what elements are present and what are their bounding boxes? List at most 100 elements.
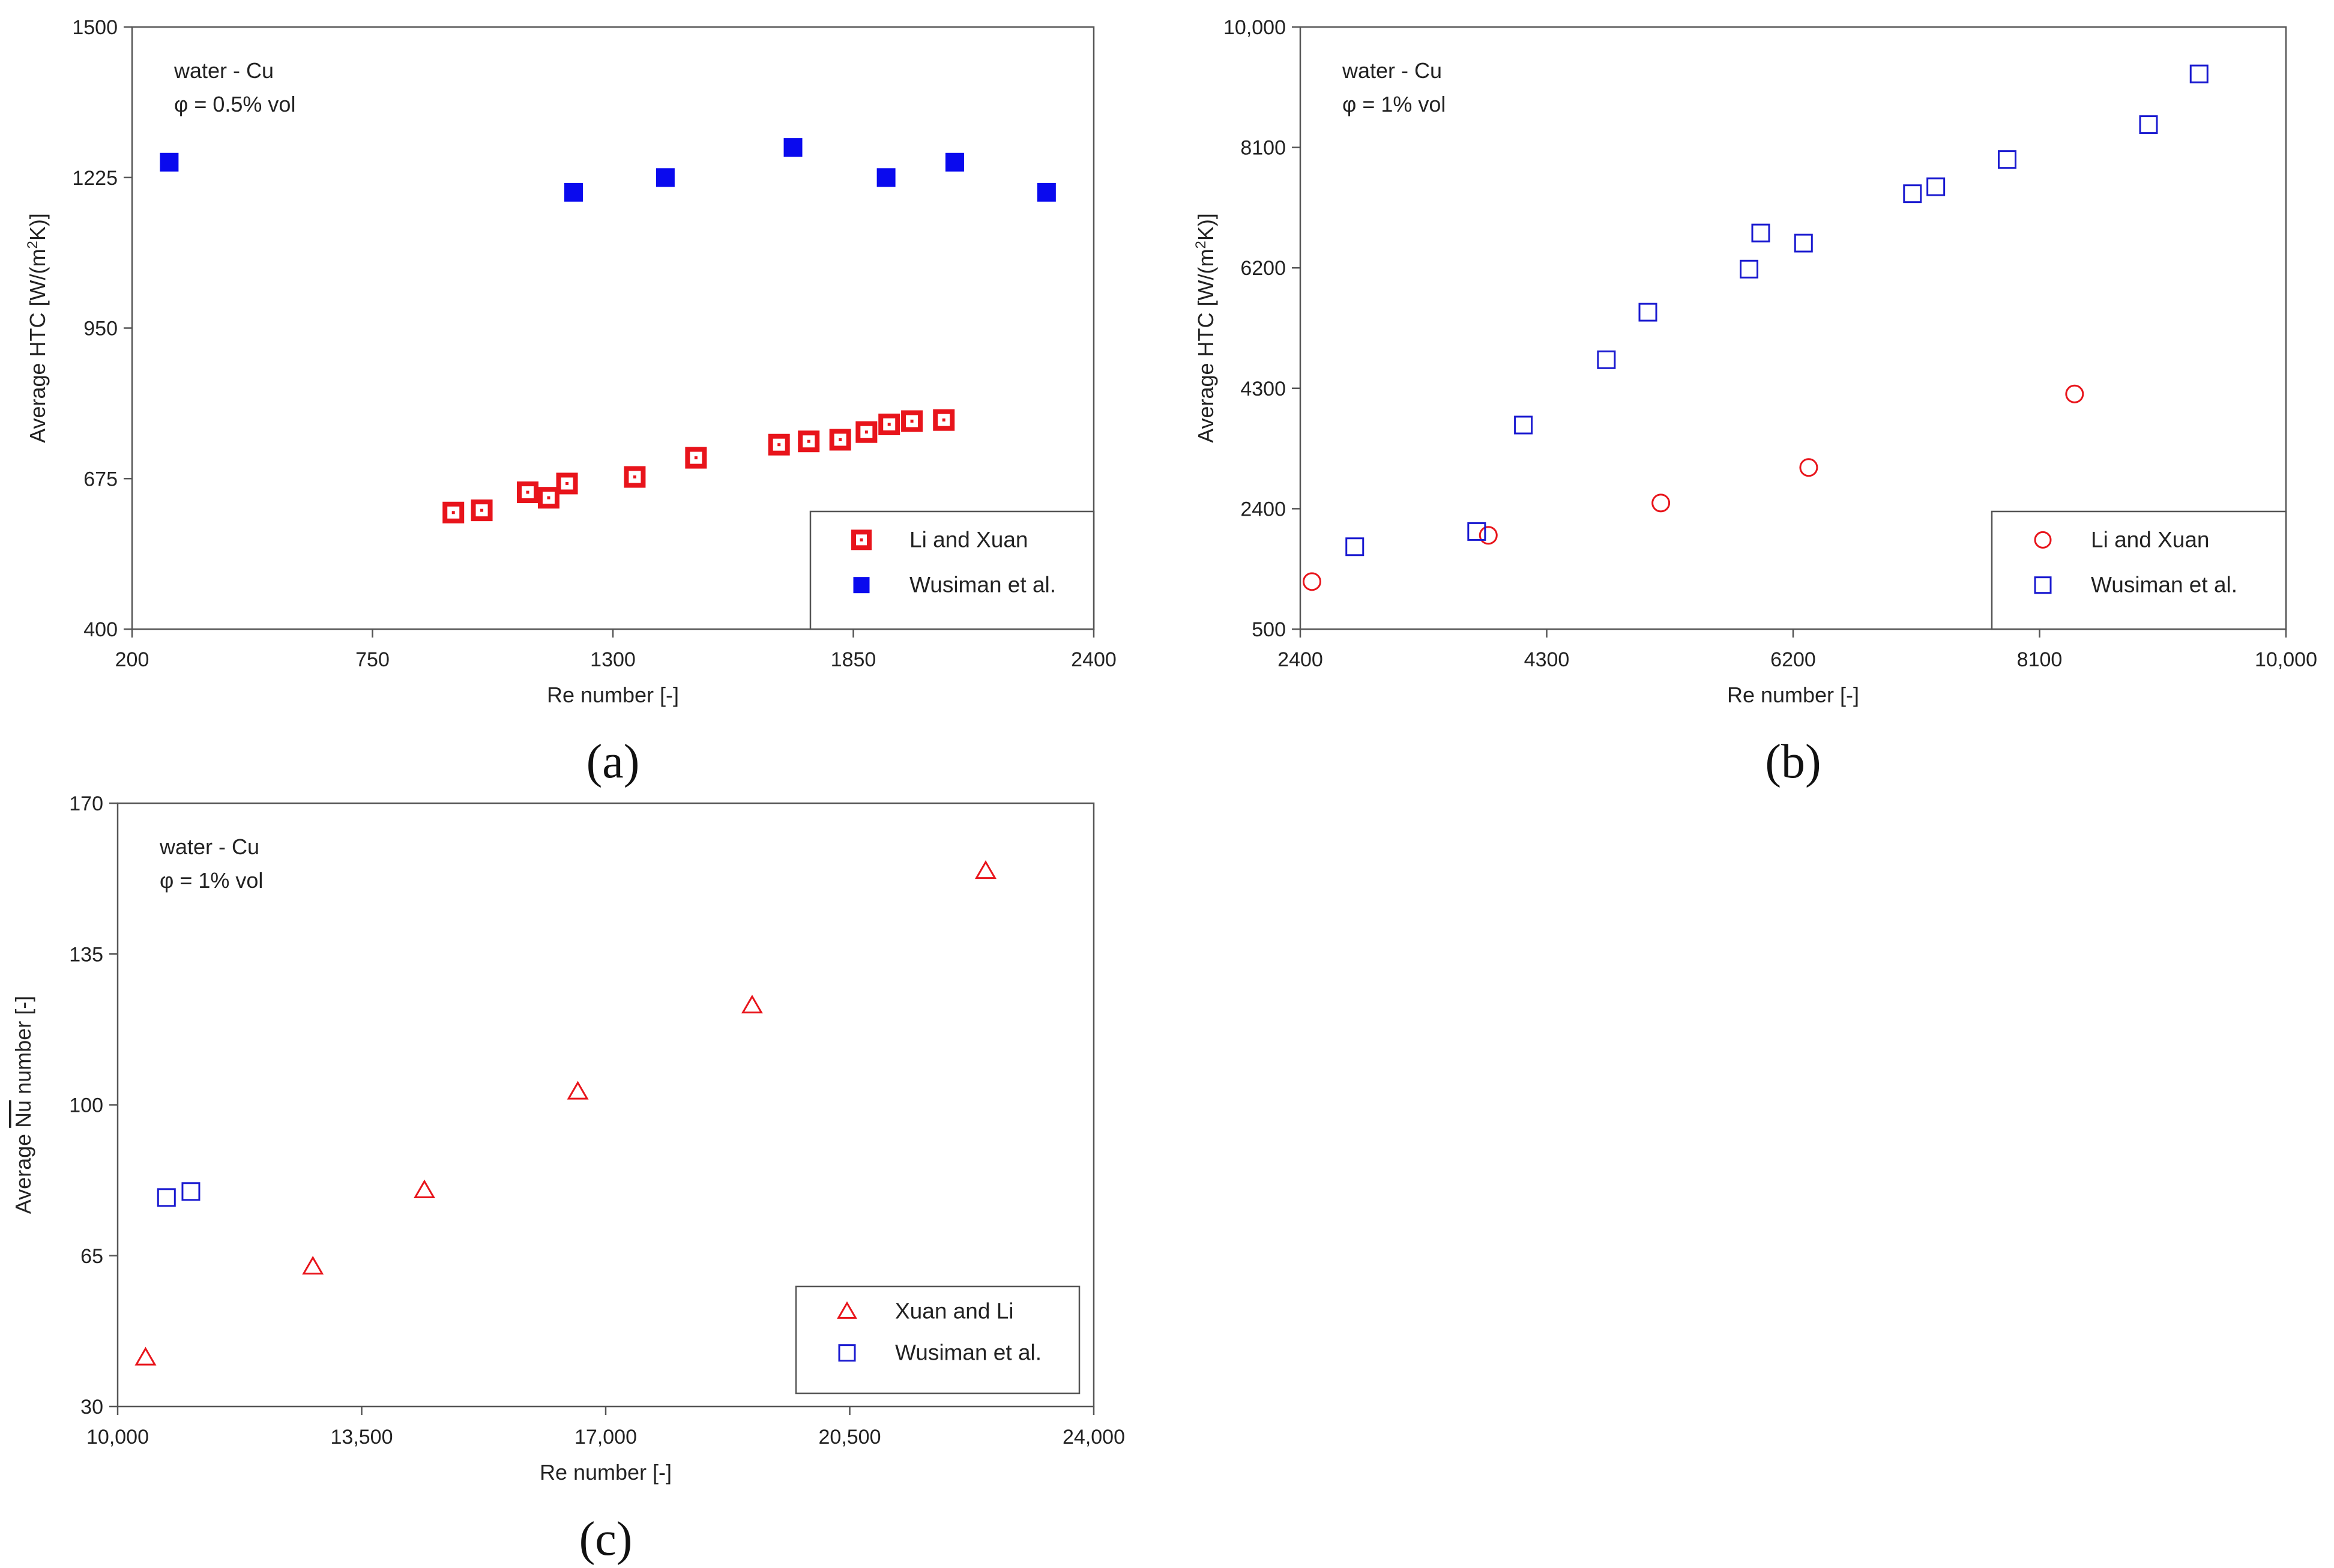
x-tick-label: 2400 (1071, 648, 1117, 671)
y-tick-label: 65 (80, 1245, 103, 1268)
data-point (1514, 415, 1533, 435)
y-tick-label: 100 (69, 1094, 103, 1117)
legend: Xuan and Li Wusiman et al. (795, 1285, 1081, 1395)
data-point (2189, 64, 2209, 83)
y-axis-label: Average HTC [W/(m2K)] (1193, 213, 1219, 443)
y-tick-label: 8100 (1240, 137, 1286, 160)
panel-a: 200 750 1300 1850 2400 400 675 950 1225 1500 Re nu… (25, 16, 1117, 707)
data-point (1037, 182, 1056, 202)
y-tick-label: 2400 (1240, 498, 1286, 520)
y-tick-label: 4300 (1240, 378, 1286, 400)
series-wusiman-et-al (160, 138, 1056, 202)
data-point (1799, 458, 1818, 477)
panel-label-c: (c) (579, 1513, 633, 1566)
series-wusiman-et-al (157, 1182, 201, 1207)
data-point (1740, 259, 1759, 279)
legend-marker (853, 577, 870, 594)
panel-label-b: (b) (1765, 735, 1821, 788)
legend-box (1991, 510, 2287, 630)
annotation: water - Cu (1342, 58, 1442, 83)
y-tick-label: 170 (69, 792, 103, 815)
legend-marker (837, 1301, 857, 1319)
data-point (945, 152, 964, 172)
x-tick-label: 20,500 (819, 1426, 881, 1449)
data-point (556, 472, 578, 495)
x-tick-label: 13,500 (331, 1426, 393, 1449)
y-tick-label: 400 (83, 618, 118, 641)
x-tick-label: 17,000 (574, 1426, 637, 1449)
data-point (783, 138, 803, 157)
data-point (134, 1346, 157, 1366)
data-point (1926, 177, 1946, 196)
annotation: φ = 0.5% vol (174, 92, 295, 116)
x-tick-label: 1850 (831, 648, 876, 671)
x-tick-label: 2400 (1277, 648, 1323, 671)
x-tick-label: 4300 (1524, 648, 1570, 671)
data-point (933, 409, 955, 431)
data-point (1997, 150, 2016, 169)
panel-c: 10,000 13,500 17,000 20,500 24,000 30 65 100 135… (11, 792, 1125, 1485)
data-point (157, 1188, 176, 1207)
data-point (1638, 303, 1657, 322)
legend-marker (2034, 531, 2052, 549)
legend-label: Li and Xuan (909, 527, 1028, 552)
data-point (302, 1256, 324, 1275)
data-point (656, 168, 675, 187)
x-tick-label: 6200 (1770, 648, 1816, 671)
legend-box (795, 1285, 1081, 1395)
data-point (1751, 223, 1770, 243)
x-tick-label: 10,000 (86, 1426, 149, 1449)
y-tick-label: 10,000 (1223, 16, 1286, 39)
series-li-and-xuan (442, 409, 955, 523)
y-tick-label: 950 (83, 318, 118, 340)
data-point (901, 410, 923, 432)
data-point (517, 481, 539, 504)
data-point (876, 168, 896, 187)
series-xuan-and-li (134, 860, 997, 1366)
legend-marker (838, 1344, 856, 1362)
legend-marker (851, 529, 872, 550)
y-tick-label: 500 (1252, 618, 1286, 641)
data-point (1903, 184, 1922, 204)
data-point (2139, 115, 2158, 134)
legend-label: Wusiman et al. (895, 1340, 1042, 1365)
x-axis-label: Re number [-] (547, 683, 679, 707)
data-point (160, 152, 179, 172)
y-tick-label: 30 (80, 1396, 103, 1419)
data-point (829, 429, 851, 451)
legend: Li and Xuan Wusiman et al. (1991, 510, 2287, 630)
data-point (624, 466, 646, 488)
x-tick-label: 1300 (590, 648, 636, 671)
annotation: water - Cu (173, 58, 274, 83)
annotation: φ = 1% vol (160, 868, 263, 893)
nu-overline: Nu (11, 1100, 35, 1128)
data-point (564, 182, 583, 202)
x-tick-label: 8100 (2017, 648, 2063, 671)
data-point (768, 433, 790, 456)
y-tick-label: 675 (83, 468, 118, 490)
data-point (855, 421, 878, 443)
data-point (1345, 537, 1365, 556)
data-point (181, 1182, 201, 1201)
data-point (414, 1179, 436, 1199)
legend-label: Xuan and Li (895, 1298, 1014, 1323)
y-tick-label: 135 (69, 943, 103, 966)
legend-label: Wusiman et al. (2091, 573, 2237, 597)
x-axis-label: Re number [-] (540, 1460, 672, 1485)
data-point (878, 413, 900, 435)
annotation: water - Cu (159, 834, 259, 859)
data-point (741, 994, 763, 1014)
data-point (567, 1081, 589, 1100)
panel-label-a: (a) (587, 735, 640, 788)
y-tick-label: 1225 (72, 167, 118, 190)
x-tick-label: 200 (115, 648, 149, 671)
data-point (1302, 572, 1321, 591)
data-point (1597, 350, 1616, 369)
x-tick-label: 750 (355, 648, 390, 671)
y-axis-label: Average HTC [W/(m2K)] (25, 213, 50, 443)
data-point (1479, 526, 1498, 545)
legend-marker (2034, 576, 2052, 594)
data-point (974, 860, 997, 879)
data-point (537, 487, 559, 509)
